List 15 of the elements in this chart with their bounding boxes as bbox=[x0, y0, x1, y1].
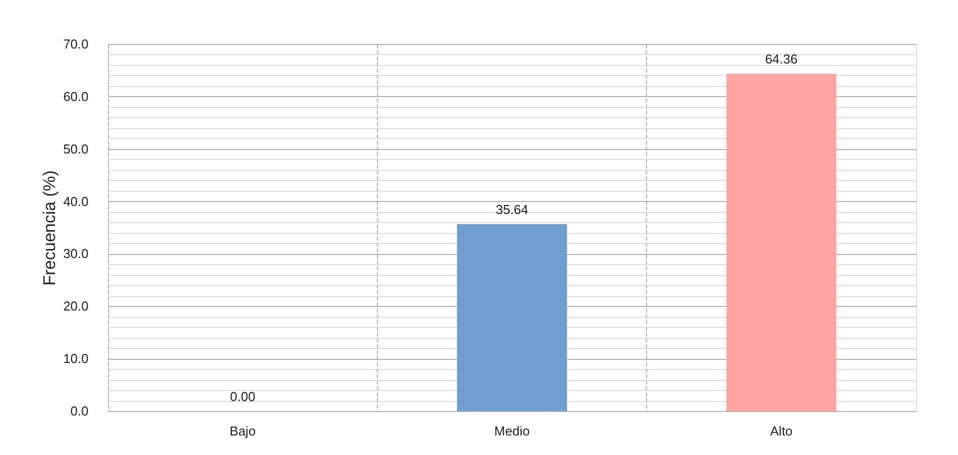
data-label: 0.00 bbox=[230, 389, 256, 404]
y-tick-label: 40.0 bbox=[63, 194, 88, 209]
y-tick-label: 60.0 bbox=[63, 88, 88, 104]
y-tick-label: 10.0 bbox=[63, 351, 88, 366]
y-tick-label: 20.0 bbox=[63, 298, 88, 314]
x-tick-label: Bajo bbox=[230, 424, 256, 438]
y-tick-label: 50.0 bbox=[63, 141, 88, 156]
y-tick-label: 30.0 bbox=[63, 246, 88, 262]
x-tick-label: Medio bbox=[494, 424, 530, 438]
y-tick-label: 70.0 bbox=[63, 36, 88, 52]
y-tick-label: 0.0 bbox=[70, 404, 88, 418]
x-tick-label: Alto bbox=[770, 424, 793, 438]
data-label: 64.36 bbox=[765, 52, 798, 67]
data-label: 35.64 bbox=[496, 202, 528, 218]
y-axis-title: Frecuencia (%) bbox=[40, 170, 60, 286]
